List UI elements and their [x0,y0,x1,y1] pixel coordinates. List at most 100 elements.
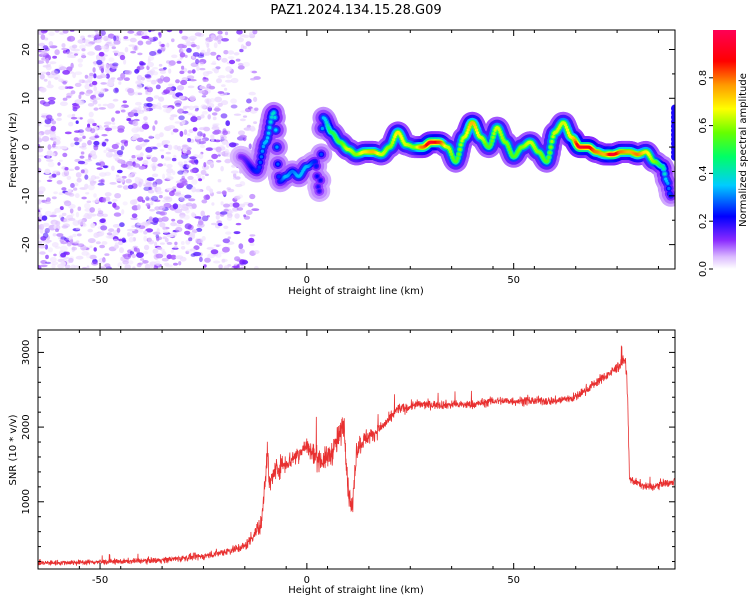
noise-blob [188,237,193,242]
noise-blob [171,38,175,43]
noise-blob [120,164,128,168]
noise-blob [40,34,46,40]
noise-blob [154,120,158,125]
ridge-point [270,115,274,119]
noise-blob [175,226,183,233]
noise-blob [67,189,72,193]
noise-blob [112,98,119,102]
noise-blob [108,43,116,47]
noise-blob [115,174,120,178]
noise-blob [189,232,195,238]
noise-blob [157,217,164,223]
noise-blob [253,250,260,254]
ridge-point [662,167,666,171]
noise-blob [102,213,108,218]
noise-blob [210,249,219,255]
noise-blob [49,61,57,65]
noise-blob [132,163,141,168]
noise-blob [61,212,67,216]
noise-blob [187,70,193,74]
noise-blob [87,228,93,233]
noise-blob [172,186,177,189]
noise-blob [136,252,144,258]
noise-blob [177,194,186,199]
ridge-point [457,152,461,156]
noise-blob [210,51,217,56]
noise-blob [188,129,194,134]
noise-blob [195,238,199,244]
ridge-point [323,118,328,122]
noise-blob [242,45,247,50]
noise-blob [191,179,198,185]
ridge-point [273,115,277,120]
y-tick-label: 20 [21,43,32,56]
noise-blob [99,66,104,71]
noise-blob [92,67,96,73]
noise-blob [214,96,223,103]
noise-blob [184,223,192,230]
noise-blob [72,241,80,244]
noise-blob [43,222,50,227]
noise-blob [44,201,51,205]
noise-blob [114,193,121,199]
noise-blob [151,173,159,178]
noise-blob [169,116,175,121]
noise-blob [189,95,196,102]
noise-blob [102,63,110,70]
noise-blob [89,245,93,248]
noise-blob [137,40,144,46]
noise-blob [189,156,197,160]
noise-blob [69,238,74,245]
noise-blob [125,178,132,184]
ridge-point [400,136,404,141]
ridge-point [473,125,477,129]
noise-blob [128,236,134,243]
noise-blob [80,35,85,40]
ridge-point [472,123,476,127]
ridge-point [566,131,571,135]
ridge-point [671,104,675,113]
noise-blob [69,235,73,240]
noise-blob [177,203,182,209]
noise-blob [84,203,91,209]
noise-blob [216,78,222,84]
noise-blob [60,252,67,258]
noise-blob [61,225,69,229]
noise-blob [248,91,256,96]
noise-blob [166,42,170,48]
noise-blob [85,92,91,97]
noise-blob [242,115,248,118]
noise-blob [217,151,225,155]
noise-blob [136,204,141,211]
ridge-point [259,155,263,159]
noise-blob [159,149,165,152]
noise-blob [136,65,145,70]
noise-blob [149,216,153,221]
noise-blob [147,189,155,194]
x-tick-label: 50 [507,275,520,286]
noise-blob [190,253,196,257]
noise-blob [74,82,82,87]
noise-blob [168,68,172,74]
noise-blob [68,168,75,171]
noise-blob [145,220,151,226]
noise-blob [93,97,101,101]
noise-blob [58,159,63,162]
noise-blob [44,168,51,175]
noise-blob [62,81,67,85]
ridge-point [490,139,494,143]
noise-blob [191,212,196,218]
noise-blob [100,88,105,94]
noise-blob [70,142,75,147]
noise-blob [198,90,205,94]
noise-blob [112,198,118,202]
noise-blob [77,58,84,63]
noise-blob [237,65,245,70]
noise-blob [66,175,72,180]
noise-blob [150,79,157,85]
noise-blob [129,173,135,178]
ridge-point [451,155,455,159]
noise-blob [90,150,96,157]
noise-blob [122,185,129,190]
noise-blob [149,51,157,56]
